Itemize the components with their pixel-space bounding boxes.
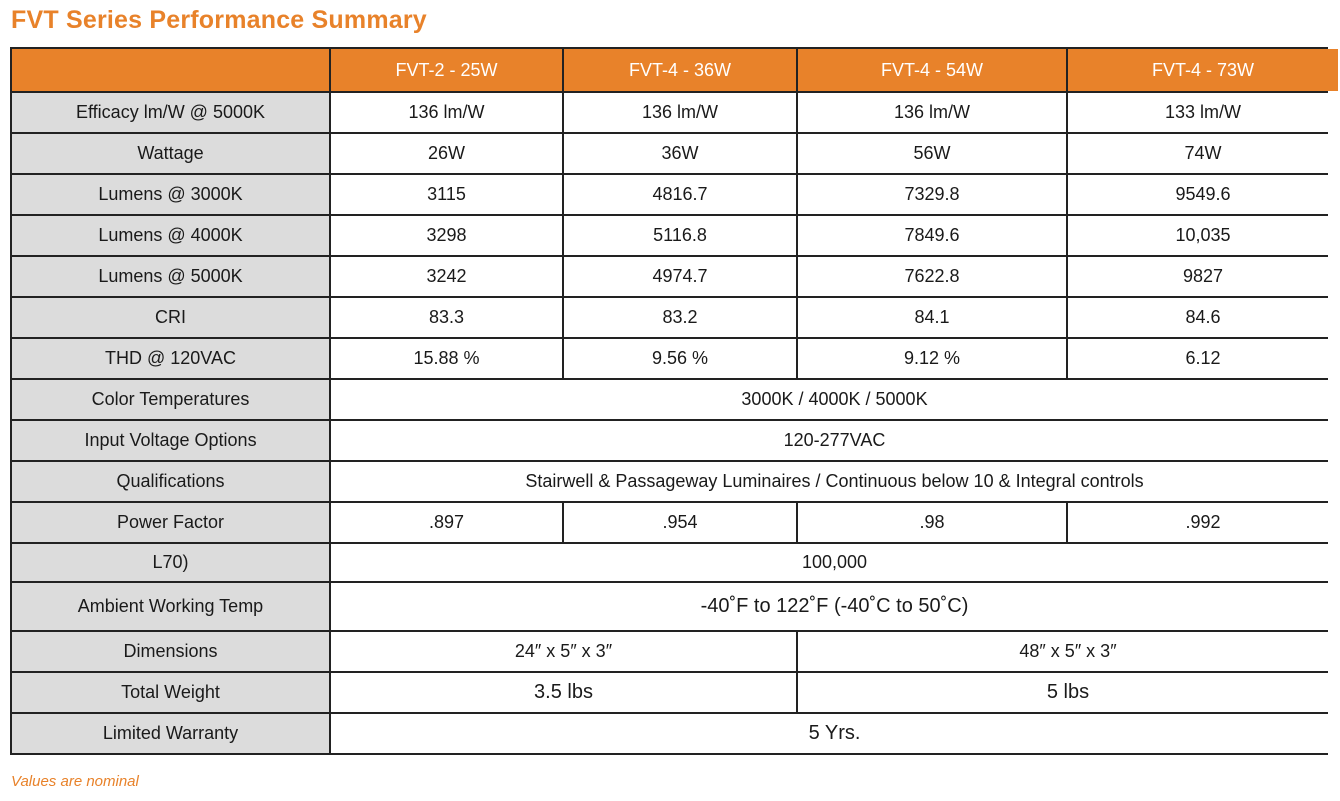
row-label: Dimensions bbox=[12, 632, 329, 671]
table-cell: 4974.7 bbox=[564, 257, 796, 296]
table-cell: 3242 bbox=[331, 257, 562, 296]
header-corner bbox=[12, 49, 329, 91]
table-cell: -40˚F to 122˚F (-40˚C to 50˚C) bbox=[331, 583, 1338, 630]
table-cell: 3298 bbox=[331, 216, 562, 255]
table-cell: Stairwell & Passageway Luminaires / Cont… bbox=[331, 462, 1338, 501]
row-label: L70) bbox=[12, 544, 329, 581]
table-cell: 26W bbox=[331, 134, 562, 173]
table-cell: 9.56 % bbox=[564, 339, 796, 378]
table-cell: 15.88 % bbox=[331, 339, 562, 378]
table-cell: 83.3 bbox=[331, 298, 562, 337]
row-label: Color Temperatures bbox=[12, 380, 329, 419]
column-header: FVT-4 - 54W bbox=[798, 49, 1066, 91]
row-label: Qualifications bbox=[12, 462, 329, 501]
table-cell: .954 bbox=[564, 503, 796, 542]
column-header: FVT-4 - 36W bbox=[564, 49, 796, 91]
row-label: Power Factor bbox=[12, 503, 329, 542]
row-label: Input Voltage Options bbox=[12, 421, 329, 460]
row-label: CRI bbox=[12, 298, 329, 337]
table-cell: .98 bbox=[798, 503, 1066, 542]
table-cell: 5 lbs bbox=[798, 673, 1338, 712]
row-label: Ambient Working Temp bbox=[12, 583, 329, 630]
table-cell: 4816.7 bbox=[564, 175, 796, 214]
column-header: FVT-4 - 73W bbox=[1068, 49, 1338, 91]
table-cell: 133 lm/W bbox=[1068, 93, 1338, 132]
table-cell: 84.1 bbox=[798, 298, 1066, 337]
table-cell: 136 lm/W bbox=[564, 93, 796, 132]
table-cell: 100,000 bbox=[331, 544, 1338, 581]
row-label: Lumens @ 3000K bbox=[12, 175, 329, 214]
table-cell: 9.12 % bbox=[798, 339, 1066, 378]
table-cell: 7622.8 bbox=[798, 257, 1066, 296]
table-cell: .897 bbox=[331, 503, 562, 542]
table-cell: 136 lm/W bbox=[798, 93, 1066, 132]
column-header: FVT-2 - 25W bbox=[331, 49, 562, 91]
table-cell: 120-277VAC bbox=[331, 421, 1338, 460]
performance-table: FVT-2 - 25W FVT-4 - 36W FVT-4 - 54W FVT-… bbox=[10, 47, 1338, 755]
row-label: Efficacy lm/W @ 5000K bbox=[12, 93, 329, 132]
table-cell: 36W bbox=[564, 134, 796, 173]
table-cell: 7849.6 bbox=[798, 216, 1066, 255]
table-cell: 56W bbox=[798, 134, 1066, 173]
table-cell: 3.5 lbs bbox=[331, 673, 796, 712]
table-cell: 7329.8 bbox=[798, 175, 1066, 214]
table-cell: 5116.8 bbox=[564, 216, 796, 255]
table-cell: 6.12 bbox=[1068, 339, 1338, 378]
table-cell: 74W bbox=[1068, 134, 1338, 173]
table-cell: 83.2 bbox=[564, 298, 796, 337]
footnote: Values are nominal bbox=[11, 773, 139, 790]
table-cell: 84.6 bbox=[1068, 298, 1338, 337]
row-label: THD @ 120VAC bbox=[12, 339, 329, 378]
row-label: Lumens @ 4000K bbox=[12, 216, 329, 255]
table-cell: 9549.6 bbox=[1068, 175, 1338, 214]
table-cell: 10,035 bbox=[1068, 216, 1338, 255]
table-cell: 9827 bbox=[1068, 257, 1338, 296]
row-label: Limited Warranty bbox=[12, 714, 329, 753]
table-cell: .992 bbox=[1068, 503, 1338, 542]
table-cell: 5 Yrs. bbox=[331, 714, 1338, 753]
table-cell: 136 lm/W bbox=[331, 93, 562, 132]
table-cell: 3115 bbox=[331, 175, 562, 214]
row-label: Lumens @ 5000K bbox=[12, 257, 329, 296]
row-label: Wattage bbox=[12, 134, 329, 173]
table-cell: 24″ x 5″ x 3″ bbox=[331, 632, 796, 671]
table-cell: 48″ x 5″ x 3″ bbox=[798, 632, 1338, 671]
page-title: FVT Series Performance Summary bbox=[11, 6, 427, 34]
table-cell: 3000K / 4000K / 5000K bbox=[331, 380, 1338, 419]
row-label: Total Weight bbox=[12, 673, 329, 712]
